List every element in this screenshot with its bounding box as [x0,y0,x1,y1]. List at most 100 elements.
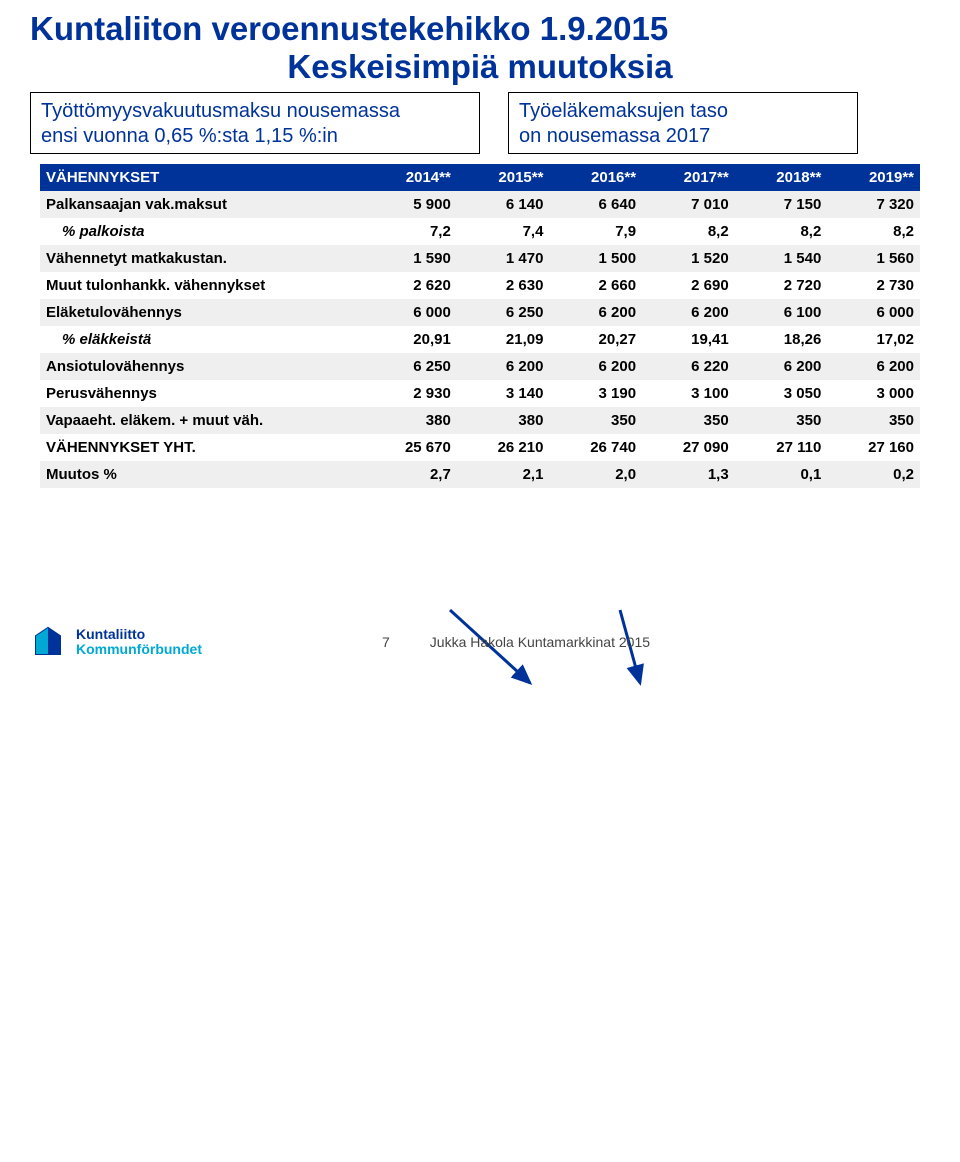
cell-value: 380 [364,407,457,434]
cell-value: 8,2 [642,218,735,245]
cell-value: 2,1 [457,461,550,488]
cell-value: 6 250 [457,299,550,326]
cell-value: 6 200 [457,353,550,380]
cell-value: 7,9 [549,218,642,245]
cell-value: 2 930 [364,380,457,407]
callout-right: Työeläkemaksujen taso on nousemassa 2017 [508,92,858,154]
cell-value: 1 590 [364,245,457,272]
row-label: % palkoista [40,218,364,245]
footer-subtitle: Jukka Hakola Kuntamarkkinat 2015 [430,634,650,650]
cell-value: 1 540 [735,245,828,272]
table-row: Perusvähennys2 9303 1403 1903 1003 0503 … [40,380,920,407]
table-header-row: VÄHENNYKSET 2014** 2015** 2016** 2017** … [40,164,920,191]
row-label: Eläketulovähennys [40,299,364,326]
table-row: Muut tulonhankk. vähennykset2 6202 6302 … [40,272,920,299]
table-row: Muutos %2,72,12,01,30,10,2 [40,461,920,488]
cell-value: 5 900 [364,191,457,218]
cell-value: 7,4 [457,218,550,245]
cell-value: 25 670 [364,434,457,461]
table-row: Eläketulovähennys6 0006 2506 2006 2006 1… [40,299,920,326]
cell-value: 7 150 [735,191,828,218]
cell-value: 3 140 [457,380,550,407]
cell-value: 0,2 [827,461,920,488]
page-title: Kuntaliiton veroennustekehikko 1.9.2015 [30,10,930,48]
row-label: Ansiotulovähennys [40,353,364,380]
cell-value: 6 000 [827,299,920,326]
cell-value: 6 000 [364,299,457,326]
cell-value: 2 720 [735,272,828,299]
cell-value: 6 200 [735,353,828,380]
col-header: 2015** [457,164,550,191]
table-row: Vapaaeht. eläkem. + muut väh.38038035035… [40,407,920,434]
cell-value: 6 140 [457,191,550,218]
slide-number: 7 [382,634,390,650]
row-label: VÄHENNYKSET YHT. [40,434,364,461]
cell-value: 350 [642,407,735,434]
logo-text-bottom: Kommunförbundet [76,642,202,657]
cell-value: 2,0 [549,461,642,488]
cell-value: 6 250 [364,353,457,380]
row-label: Palkansaajan vak.maksut [40,191,364,218]
col-header: VÄHENNYKSET [40,164,364,191]
cell-value: 8,2 [827,218,920,245]
cell-value: 350 [549,407,642,434]
cell-value: 21,09 [457,326,550,353]
cell-value: 2 690 [642,272,735,299]
cell-value: 26 740 [549,434,642,461]
cell-value: 26 210 [457,434,550,461]
col-header: 2016** [549,164,642,191]
table-row: Ansiotulovähennys6 2506 2006 2006 2206 2… [40,353,920,380]
deductions-table: VÄHENNYKSET 2014** 2015** 2016** 2017** … [40,164,920,488]
cell-value: 1 560 [827,245,920,272]
cell-value: 6 200 [642,299,735,326]
cell-value: 7 010 [642,191,735,218]
table-row: VÄHENNYKSET YHT.25 67026 21026 74027 090… [40,434,920,461]
cell-value: 7 320 [827,191,920,218]
callout-left: Työttömyysvakuutusmaksu nousemassa ensi … [30,92,480,154]
row-label: Perusvähennys [40,380,364,407]
cell-value: 2 660 [549,272,642,299]
cell-value: 6 200 [827,353,920,380]
row-label: Vähennetyt matkakustan. [40,245,364,272]
cell-value: 18,26 [735,326,828,353]
cell-value: 27 090 [642,434,735,461]
cell-value: 3 050 [735,380,828,407]
cell-value: 3 190 [549,380,642,407]
annotation-arrows [0,488,960,1162]
page-subtitle: Keskeisimpiä muutoksia [30,48,930,86]
cell-value: 1 500 [549,245,642,272]
cell-value: 27 110 [735,434,828,461]
cell-value: 2 630 [457,272,550,299]
logo-icon [30,624,66,660]
cell-value: 350 [827,407,920,434]
cell-value: 6 200 [549,299,642,326]
table-row: % eläkkeistä20,9121,0920,2719,4118,2617,… [40,326,920,353]
col-header: 2014** [364,164,457,191]
cell-value: 8,2 [735,218,828,245]
cell-value: 380 [457,407,550,434]
cell-value: 6 220 [642,353,735,380]
col-header: 2018** [735,164,828,191]
cell-value: 1,3 [642,461,735,488]
cell-value: 0,1 [735,461,828,488]
col-header: 2017** [642,164,735,191]
cell-value: 20,27 [549,326,642,353]
cell-value: 1 470 [457,245,550,272]
cell-value: 27 160 [827,434,920,461]
cell-value: 20,91 [364,326,457,353]
logo-text-top: Kuntaliitto [76,627,202,642]
cell-value: 2,7 [364,461,457,488]
row-label: % eläkkeistä [40,326,364,353]
table-row: % palkoista7,27,47,98,28,28,2 [40,218,920,245]
cell-value: 2 620 [364,272,457,299]
cell-value: 2 730 [827,272,920,299]
slide-footer: Kuntaliitto Kommunförbundet 7 Jukka Hako… [30,624,930,660]
cell-value: 17,02 [827,326,920,353]
cell-value: 7,2 [364,218,457,245]
cell-value: 350 [735,407,828,434]
row-label: Muutos % [40,461,364,488]
row-label: Vapaaeht. eläkem. + muut väh. [40,407,364,434]
kuntaliitto-logo: Kuntaliitto Kommunförbundet [30,624,202,660]
cell-value: 1 520 [642,245,735,272]
cell-value: 3 000 [827,380,920,407]
